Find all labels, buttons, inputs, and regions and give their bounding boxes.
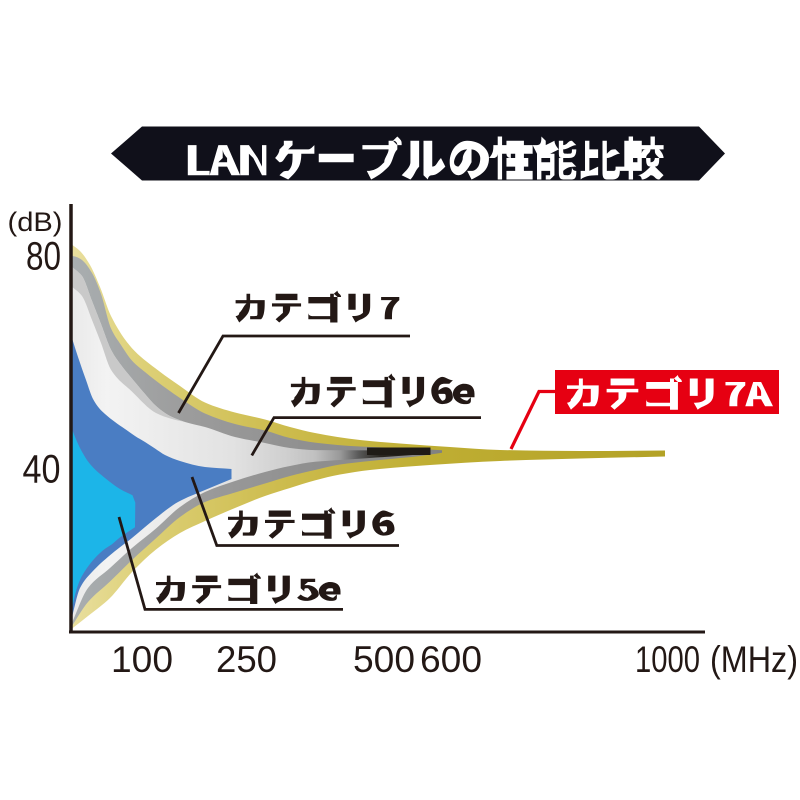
svg-text:100: 100 <box>111 639 173 680</box>
svg-text:500: 500 <box>353 639 415 680</box>
svg-text:1000: 1000 <box>635 639 700 680</box>
svg-text:(MHz): (MHz) <box>710 639 798 680</box>
svg-text:40: 40 <box>23 448 61 492</box>
svg-text:80: 80 <box>26 234 61 278</box>
svg-text:600: 600 <box>420 639 482 680</box>
svg-text:(dB): (dB) <box>8 207 63 237</box>
svg-text:250: 250 <box>216 639 277 680</box>
